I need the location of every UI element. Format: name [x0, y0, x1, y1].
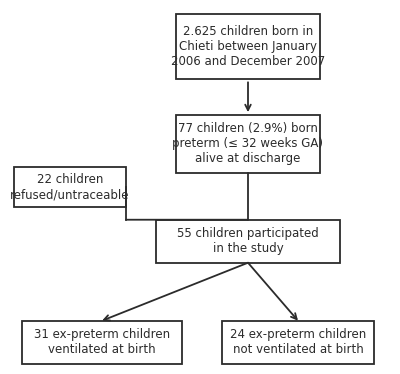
- Text: 55 children participated
in the study: 55 children participated in the study: [177, 227, 319, 255]
- Text: 77 children (2.9%) born
preterm (≤ 32 weeks GA)
alive at discharge: 77 children (2.9%) born preterm (≤ 32 we…: [172, 123, 324, 165]
- Bar: [22, 321, 182, 364]
- Bar: [222, 321, 374, 364]
- Bar: [156, 220, 340, 263]
- Bar: [14, 168, 126, 206]
- Text: 22 children
refused/untraceable: 22 children refused/untraceable: [10, 173, 130, 201]
- Text: 2.625 children born in
Chieti between January
2006 and December 2007: 2.625 children born in Chieti between Ja…: [171, 25, 325, 68]
- Bar: [176, 115, 320, 173]
- Text: 24 ex-preterm children
not ventilated at birth: 24 ex-preterm children not ventilated at…: [230, 328, 366, 356]
- Text: 31 ex-preterm children
ventilated at birth: 31 ex-preterm children ventilated at bir…: [34, 328, 170, 356]
- Bar: [176, 14, 320, 80]
